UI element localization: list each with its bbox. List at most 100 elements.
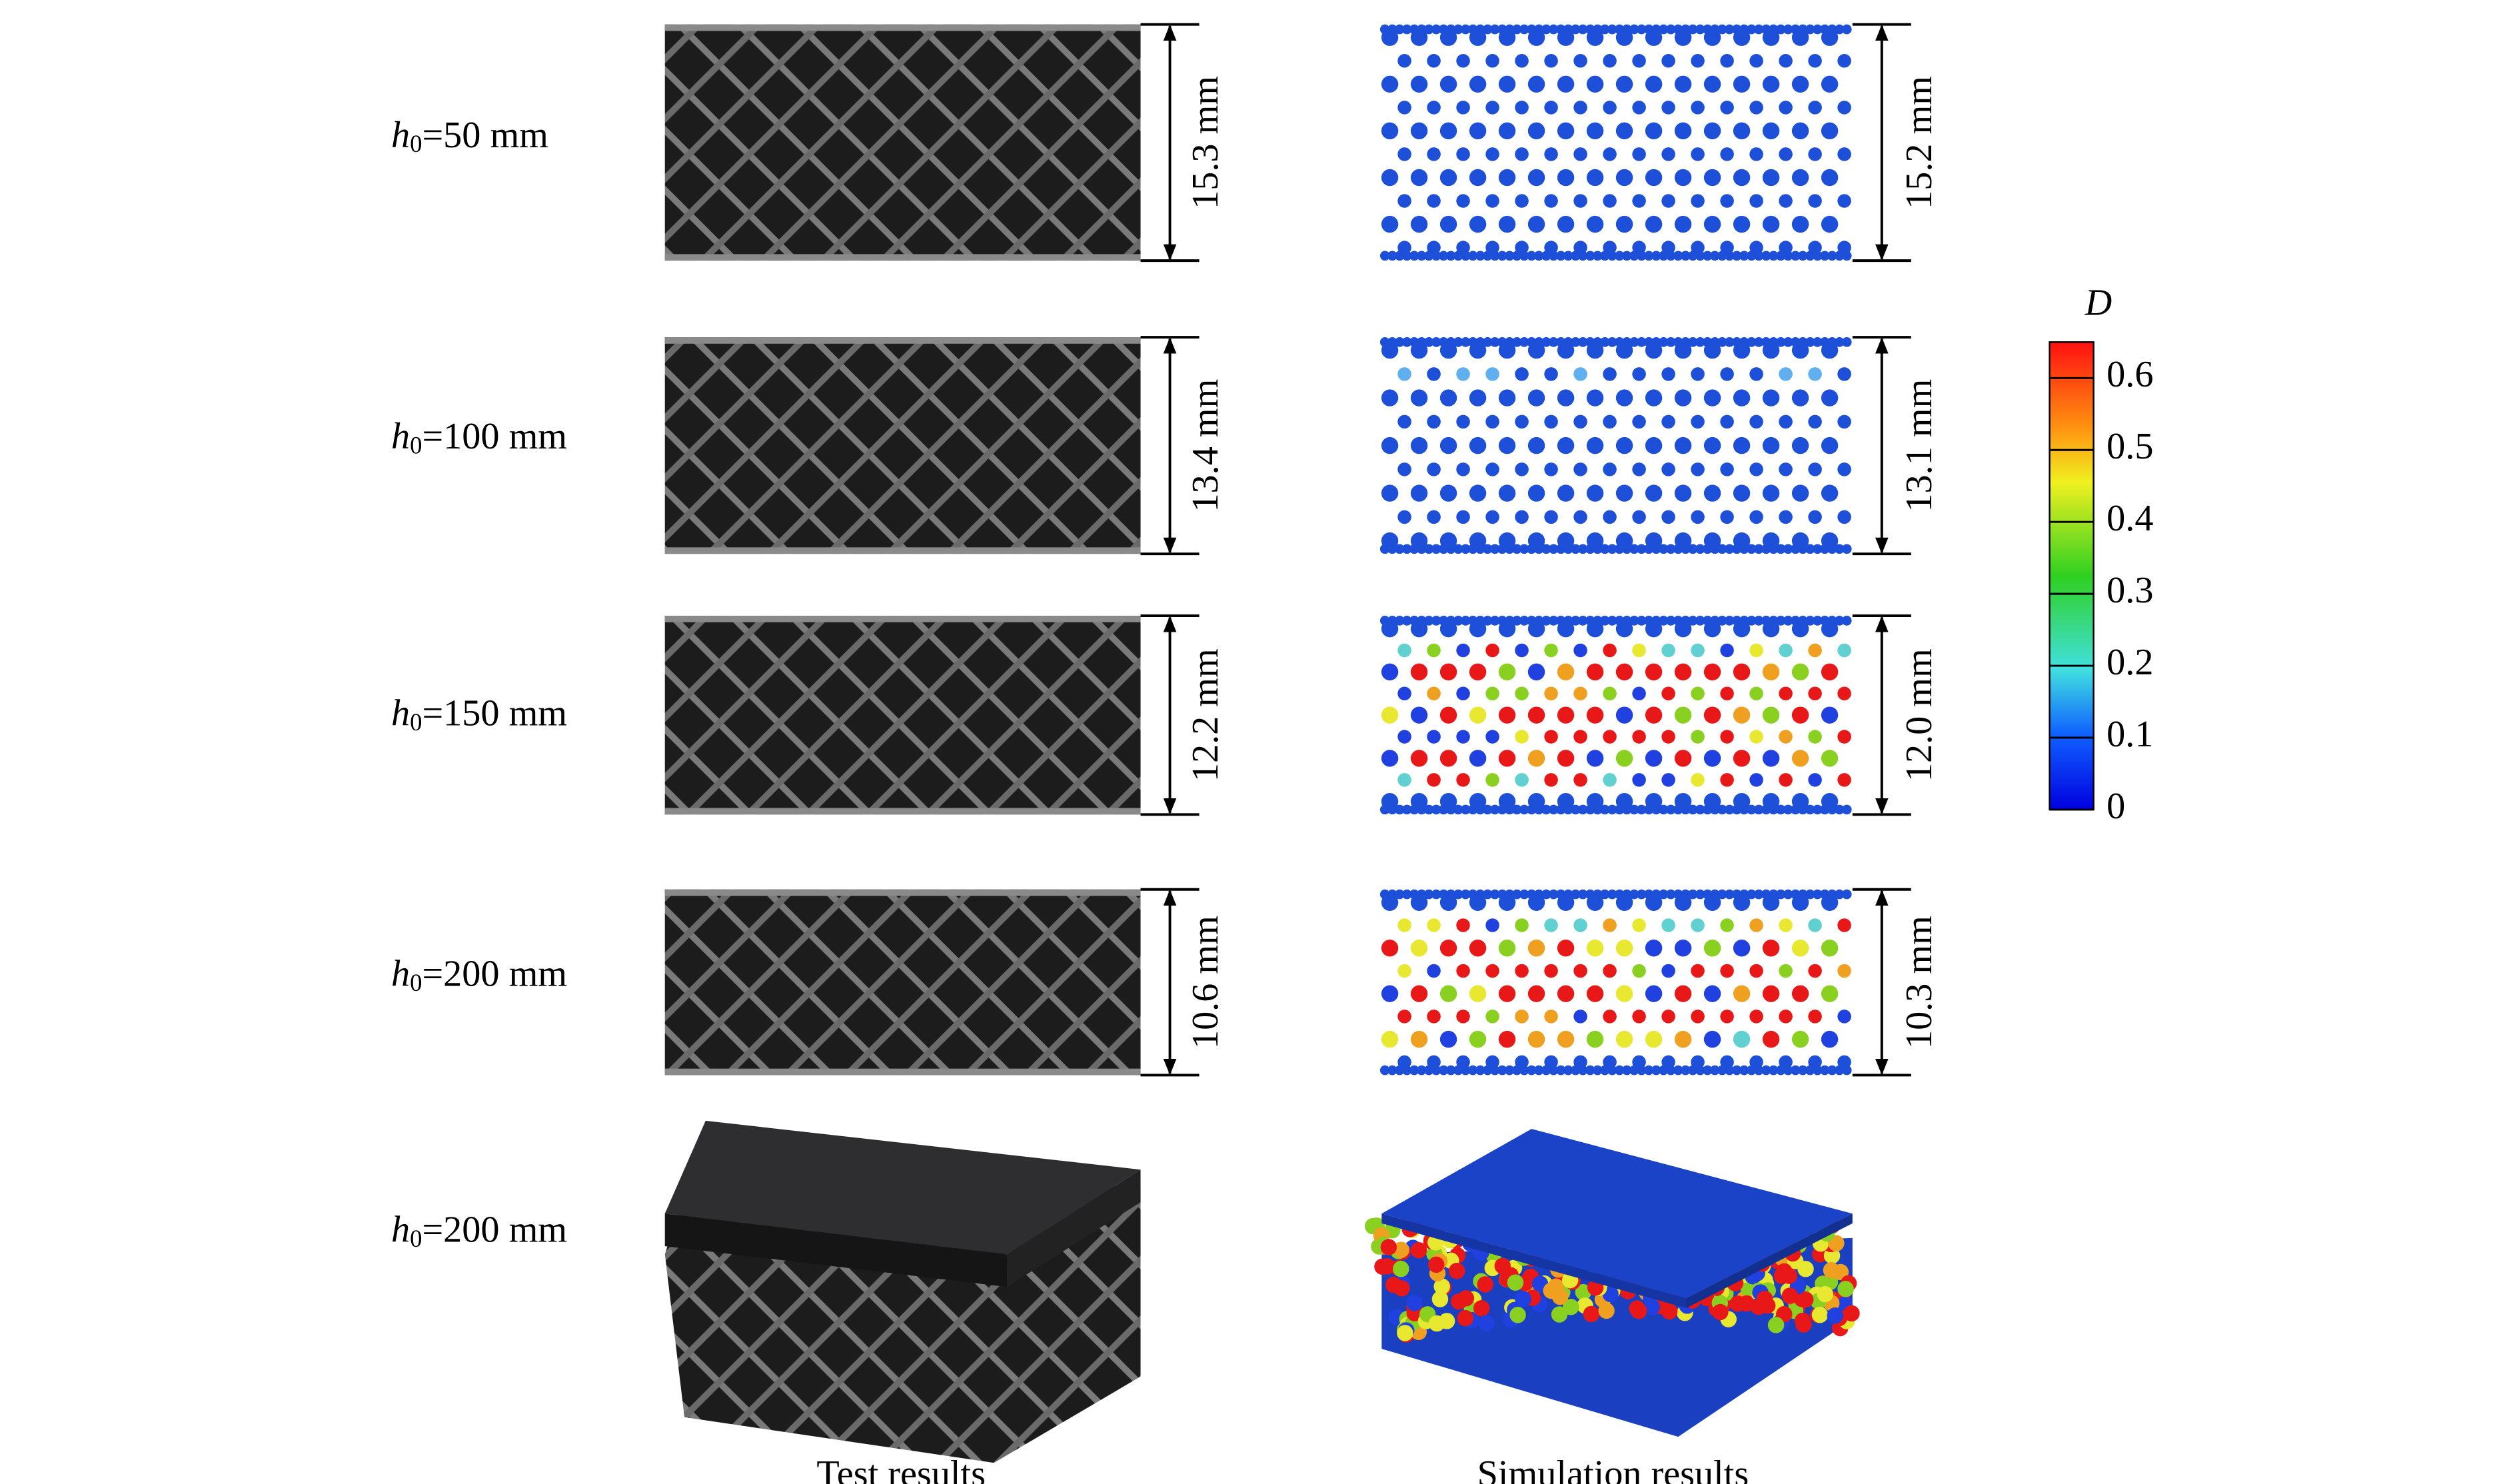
particle — [1632, 462, 1646, 476]
particle — [1515, 53, 1529, 68]
particle — [1586, 663, 1604, 681]
particle — [1498, 29, 1516, 46]
particle — [1586, 532, 1604, 550]
particle — [1603, 462, 1617, 476]
particle — [1573, 686, 1587, 701]
particle — [1775, 24, 1786, 35]
particle — [1527, 436, 1545, 454]
particle — [1586, 484, 1604, 502]
particle — [1630, 1303, 1647, 1319]
particle — [1515, 686, 1529, 701]
particle — [1645, 985, 1663, 1002]
particle — [1837, 1281, 1854, 1297]
particle — [1680, 1065, 1691, 1076]
plate — [664, 254, 1141, 261]
particle — [1482, 804, 1493, 815]
particle — [1776, 1263, 1793, 1280]
particle — [1790, 1065, 1801, 1076]
particle — [1557, 122, 1575, 140]
particle — [1775, 616, 1786, 626]
particle — [1586, 620, 1604, 638]
particle — [1629, 24, 1639, 35]
particle — [1632, 1055, 1646, 1070]
particle — [1629, 889, 1639, 900]
particle — [1544, 414, 1558, 429]
simulation-3d — [1364, 1129, 1860, 1437]
particle — [1586, 940, 1604, 957]
particle — [1410, 389, 1428, 406]
particle — [1577, 616, 1588, 626]
particle — [1428, 1315, 1445, 1332]
particle — [1674, 894, 1692, 912]
colorbar-tick-label: 0.3 — [2106, 570, 2153, 611]
particle — [1665, 616, 1676, 626]
particle — [1615, 122, 1633, 140]
particle — [1645, 75, 1663, 93]
particle — [1749, 101, 1763, 115]
particle — [1632, 643, 1646, 658]
particle — [1603, 147, 1617, 161]
particle — [1515, 367, 1529, 381]
particle — [1691, 462, 1705, 476]
particle — [1498, 706, 1516, 724]
particle — [1489, 616, 1500, 626]
particle — [1397, 241, 1411, 255]
particle — [1527, 29, 1545, 46]
particle — [1749, 918, 1763, 932]
top-plate — [1381, 1129, 1853, 1299]
colorbar-tick-label: 0.6 — [2106, 354, 2153, 395]
particle — [1570, 804, 1581, 815]
particle — [1658, 616, 1669, 626]
subscript: 0 — [410, 708, 422, 736]
particle — [1643, 1299, 1661, 1315]
symbol: h — [391, 416, 410, 457]
height-label: 10.3 mm — [1899, 916, 1940, 1049]
height-label: 13.4 mm — [1185, 379, 1226, 512]
particle — [1456, 686, 1470, 701]
particle — [1703, 706, 1721, 724]
particle — [1821, 389, 1839, 406]
particle — [1381, 706, 1399, 724]
particle — [1720, 773, 1734, 787]
particle — [1557, 29, 1575, 46]
particle — [1445, 251, 1456, 261]
particle — [1381, 894, 1399, 912]
particle — [1527, 620, 1545, 638]
particle — [1632, 964, 1646, 978]
particle — [1557, 985, 1575, 1002]
particle — [1603, 1055, 1617, 1070]
particle — [1691, 773, 1705, 787]
particle — [1733, 793, 1751, 810]
particle — [1614, 1065, 1625, 1076]
particle — [1720, 147, 1734, 161]
particle — [1381, 215, 1399, 233]
particle — [1498, 940, 1516, 957]
particle — [1837, 686, 1851, 701]
particle — [1791, 940, 1809, 957]
particle — [1460, 804, 1471, 815]
particle — [1632, 101, 1646, 115]
particle — [1779, 773, 1793, 787]
test-specimen — [664, 24, 1141, 261]
particle — [1636, 544, 1647, 554]
particle — [1779, 462, 1793, 476]
particle — [1691, 643, 1705, 658]
particle — [1661, 53, 1675, 68]
particle — [1527, 215, 1545, 233]
particle — [1733, 750, 1751, 767]
particle — [1791, 663, 1809, 681]
particle — [1397, 53, 1411, 68]
particle — [1423, 804, 1434, 815]
particle — [1645, 750, 1663, 767]
particle — [1456, 1055, 1470, 1070]
particle — [1757, 1290, 1773, 1307]
particle — [1544, 367, 1558, 381]
particle — [1821, 750, 1839, 767]
simulation-specimen — [1379, 337, 1852, 554]
particle — [1632, 53, 1646, 68]
particle — [1808, 510, 1822, 524]
particle — [1557, 532, 1575, 550]
particle — [1753, 337, 1764, 347]
particle — [1585, 1065, 1595, 1076]
